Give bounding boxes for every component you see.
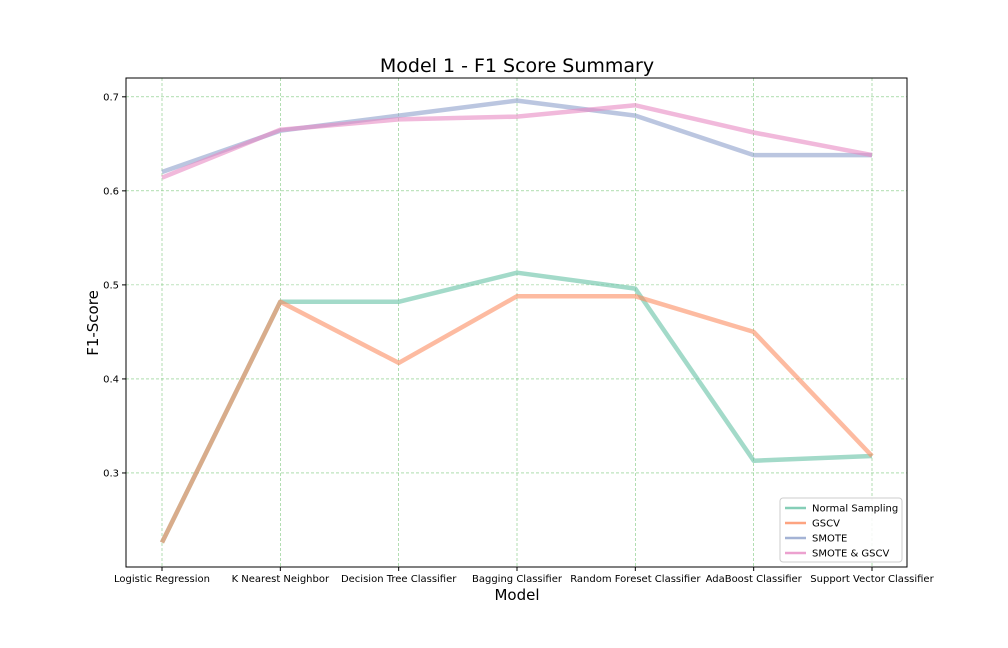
chart-title: Model 1 - F1 Score Summary <box>380 55 654 77</box>
x-axis-title: Model <box>494 586 539 604</box>
y-tick-label: 0.6 <box>103 186 119 197</box>
y-tick-label: 0.3 <box>103 468 119 479</box>
y-tick-label: 0.7 <box>103 92 119 103</box>
x-tick-label: Decision Tree Classifier <box>341 574 457 585</box>
y-tick-label: 0.5 <box>103 280 119 291</box>
legend-label: Normal Sampling <box>812 504 898 515</box>
y-axis-title: F1-Score <box>84 290 102 356</box>
y-tick-label: 0.4 <box>103 374 119 385</box>
x-tick-label: Support Vector Classifier <box>810 574 934 585</box>
series-lines <box>159 98 874 544</box>
x-tick-label: Bagging Classifier <box>472 574 563 585</box>
legend-label: SMOTE <box>812 534 847 545</box>
series-line <box>159 293 874 544</box>
legend: Normal Sampling GSCV SMOTE SMOTE & GSCV <box>779 497 903 563</box>
x-axis-ticks: Logistic Regression K Nearest Neighbor Dec… <box>114 567 935 585</box>
x-tick-label: Logistic Regression <box>114 574 210 585</box>
x-tick-label: K Nearest Neighbor <box>232 574 330 585</box>
legend-label: GSCV <box>812 519 840 530</box>
legend-label: SMOTE & GSCV <box>812 549 890 560</box>
x-tick-label: Random Foreset Classifier <box>570 574 701 585</box>
y-axis-ticks: 0.3 0.4 0.5 0.6 0.7 <box>103 92 126 479</box>
plot-frame <box>125 77 908 568</box>
legend-box <box>779 497 903 563</box>
x-tick-label: AdaBoost Classifier <box>706 574 803 585</box>
grid <box>126 78 907 567</box>
series-line <box>161 103 873 180</box>
